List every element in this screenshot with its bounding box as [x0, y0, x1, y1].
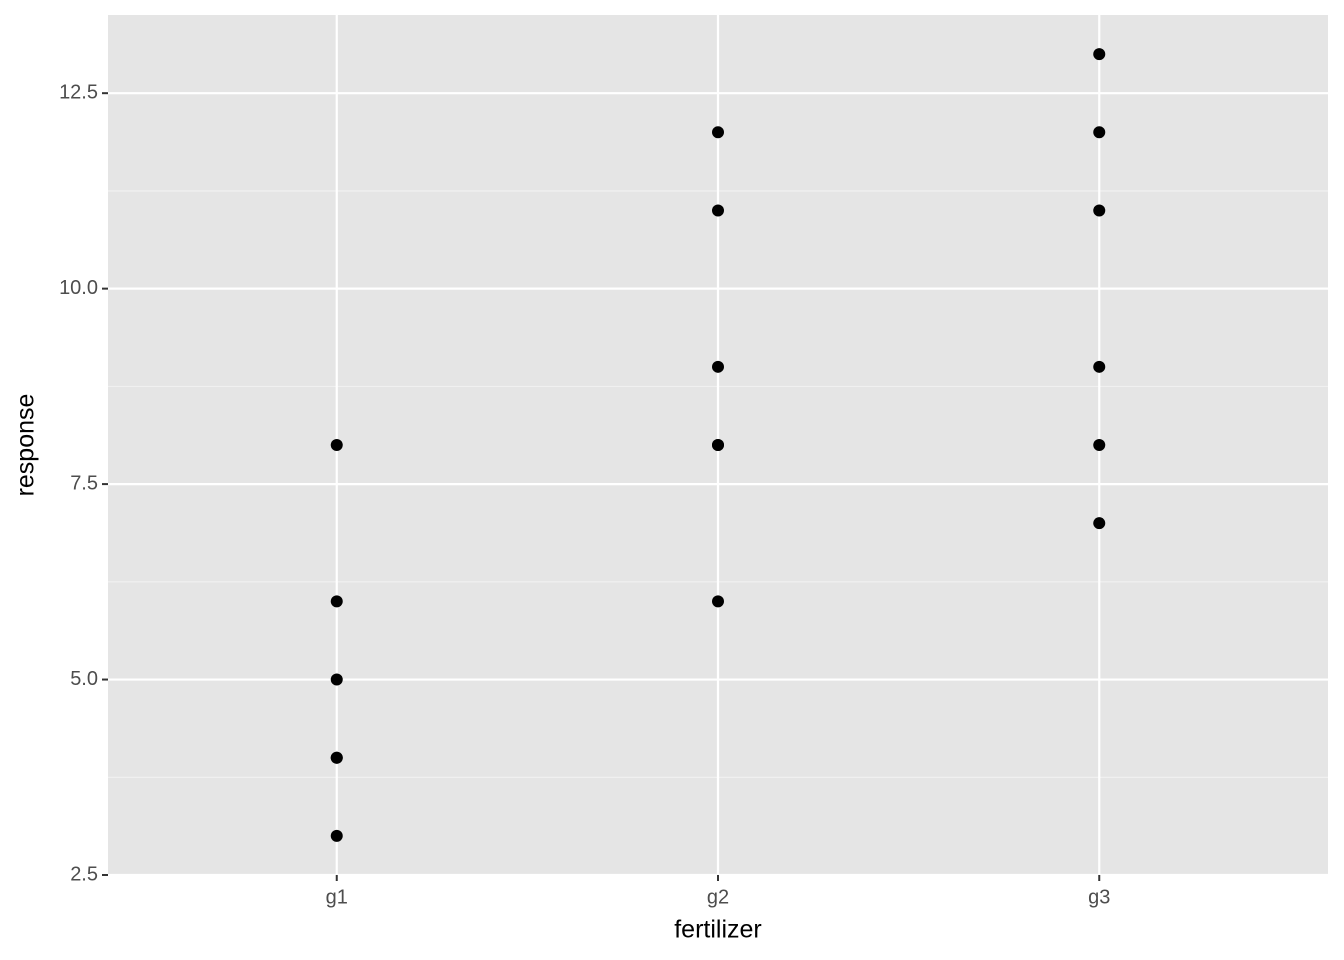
y-tick-label: 2.5	[70, 863, 98, 885]
point	[1093, 360, 1106, 373]
point	[330, 829, 343, 842]
point	[330, 439, 343, 451]
point	[712, 204, 724, 217]
point	[330, 673, 343, 686]
x-tick-label: g3	[1088, 886, 1110, 908]
point	[330, 751, 343, 764]
x-tick-label: g1	[326, 886, 348, 908]
y-axis-title: response	[12, 394, 40, 497]
point	[712, 360, 724, 373]
y-tick-label: 12.5	[59, 81, 98, 103]
y-tick-label: 7.5	[70, 472, 98, 494]
y-tick-label: 10.0	[59, 277, 98, 299]
point	[1093, 204, 1106, 217]
x-axis-title: fertilizer	[674, 916, 762, 944]
x-tick-label: g2	[707, 886, 729, 908]
point	[1093, 48, 1106, 61]
point	[712, 439, 724, 451]
point	[712, 126, 724, 139]
point	[1093, 517, 1106, 530]
point	[1093, 126, 1106, 139]
y-tick-label: 5.0	[70, 668, 98, 690]
point	[1093, 439, 1106, 451]
point	[712, 595, 724, 608]
point	[330, 595, 343, 608]
